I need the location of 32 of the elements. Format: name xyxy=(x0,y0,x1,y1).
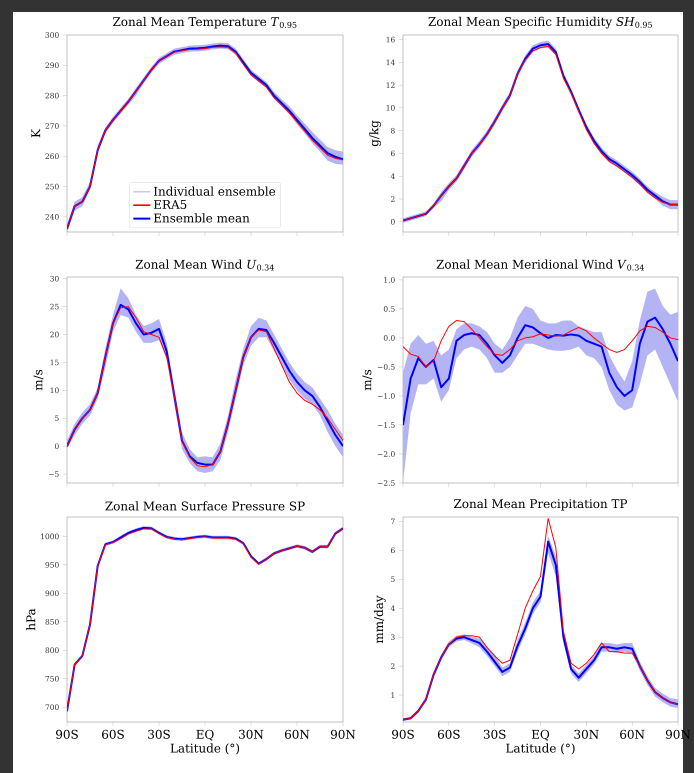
chart-title: Zonal Mean Temperature T$_{0.95}$ xyxy=(113,16,296,28)
legend-label: Individual ensemble xyxy=(154,186,276,196)
x-axis-title: Latitude (°) xyxy=(170,743,240,754)
x-tick-label: 60S xyxy=(438,730,460,739)
chart-title: Zonal Mean Specific Humidity SH$_{0.95}$ xyxy=(428,16,652,28)
line-series xyxy=(403,316,678,426)
chart-title: Zonal Mean Wind U$_{0.34}$ xyxy=(136,260,274,270)
x-tick-label: 30N xyxy=(239,730,264,739)
y-axis-title: m/s xyxy=(34,370,44,390)
y-axis-title: hPa xyxy=(26,608,36,630)
x-tick-label: 30N xyxy=(574,730,599,739)
x-tick-label: EQ xyxy=(532,730,550,741)
chart-title: Zonal Mean Surface Pressure SP xyxy=(105,501,305,511)
legend-label: Ensemble mean xyxy=(154,213,250,223)
y-axis-title: K xyxy=(31,128,40,138)
chart-title: Zonal Mean Meridional Wind V$_{0.34}$ xyxy=(436,260,644,270)
y-axis-title: mm/day xyxy=(374,595,386,644)
y-axis-title: m/s xyxy=(362,370,372,390)
x-tick-label: EQ xyxy=(196,730,214,741)
x-tick-label: 60N xyxy=(620,730,644,739)
x-tick-label: 60S xyxy=(102,730,124,739)
line-series xyxy=(403,320,678,368)
x-tick-label: 60N xyxy=(284,730,310,739)
x-tick-label: 30S xyxy=(484,730,506,739)
x-tick-label: 30S xyxy=(148,730,170,739)
chart-title: Zonal Mean Precipitation TP xyxy=(454,498,628,510)
x-tick-label: 90N xyxy=(330,730,356,739)
x-tick-label: 90S xyxy=(392,730,414,739)
x-axis-title: Latitude (°) xyxy=(506,743,575,754)
y-axis-title: g/kg xyxy=(369,120,381,146)
x-tick-label: 90S xyxy=(56,730,78,739)
legend-label: ERA5 xyxy=(154,200,186,209)
